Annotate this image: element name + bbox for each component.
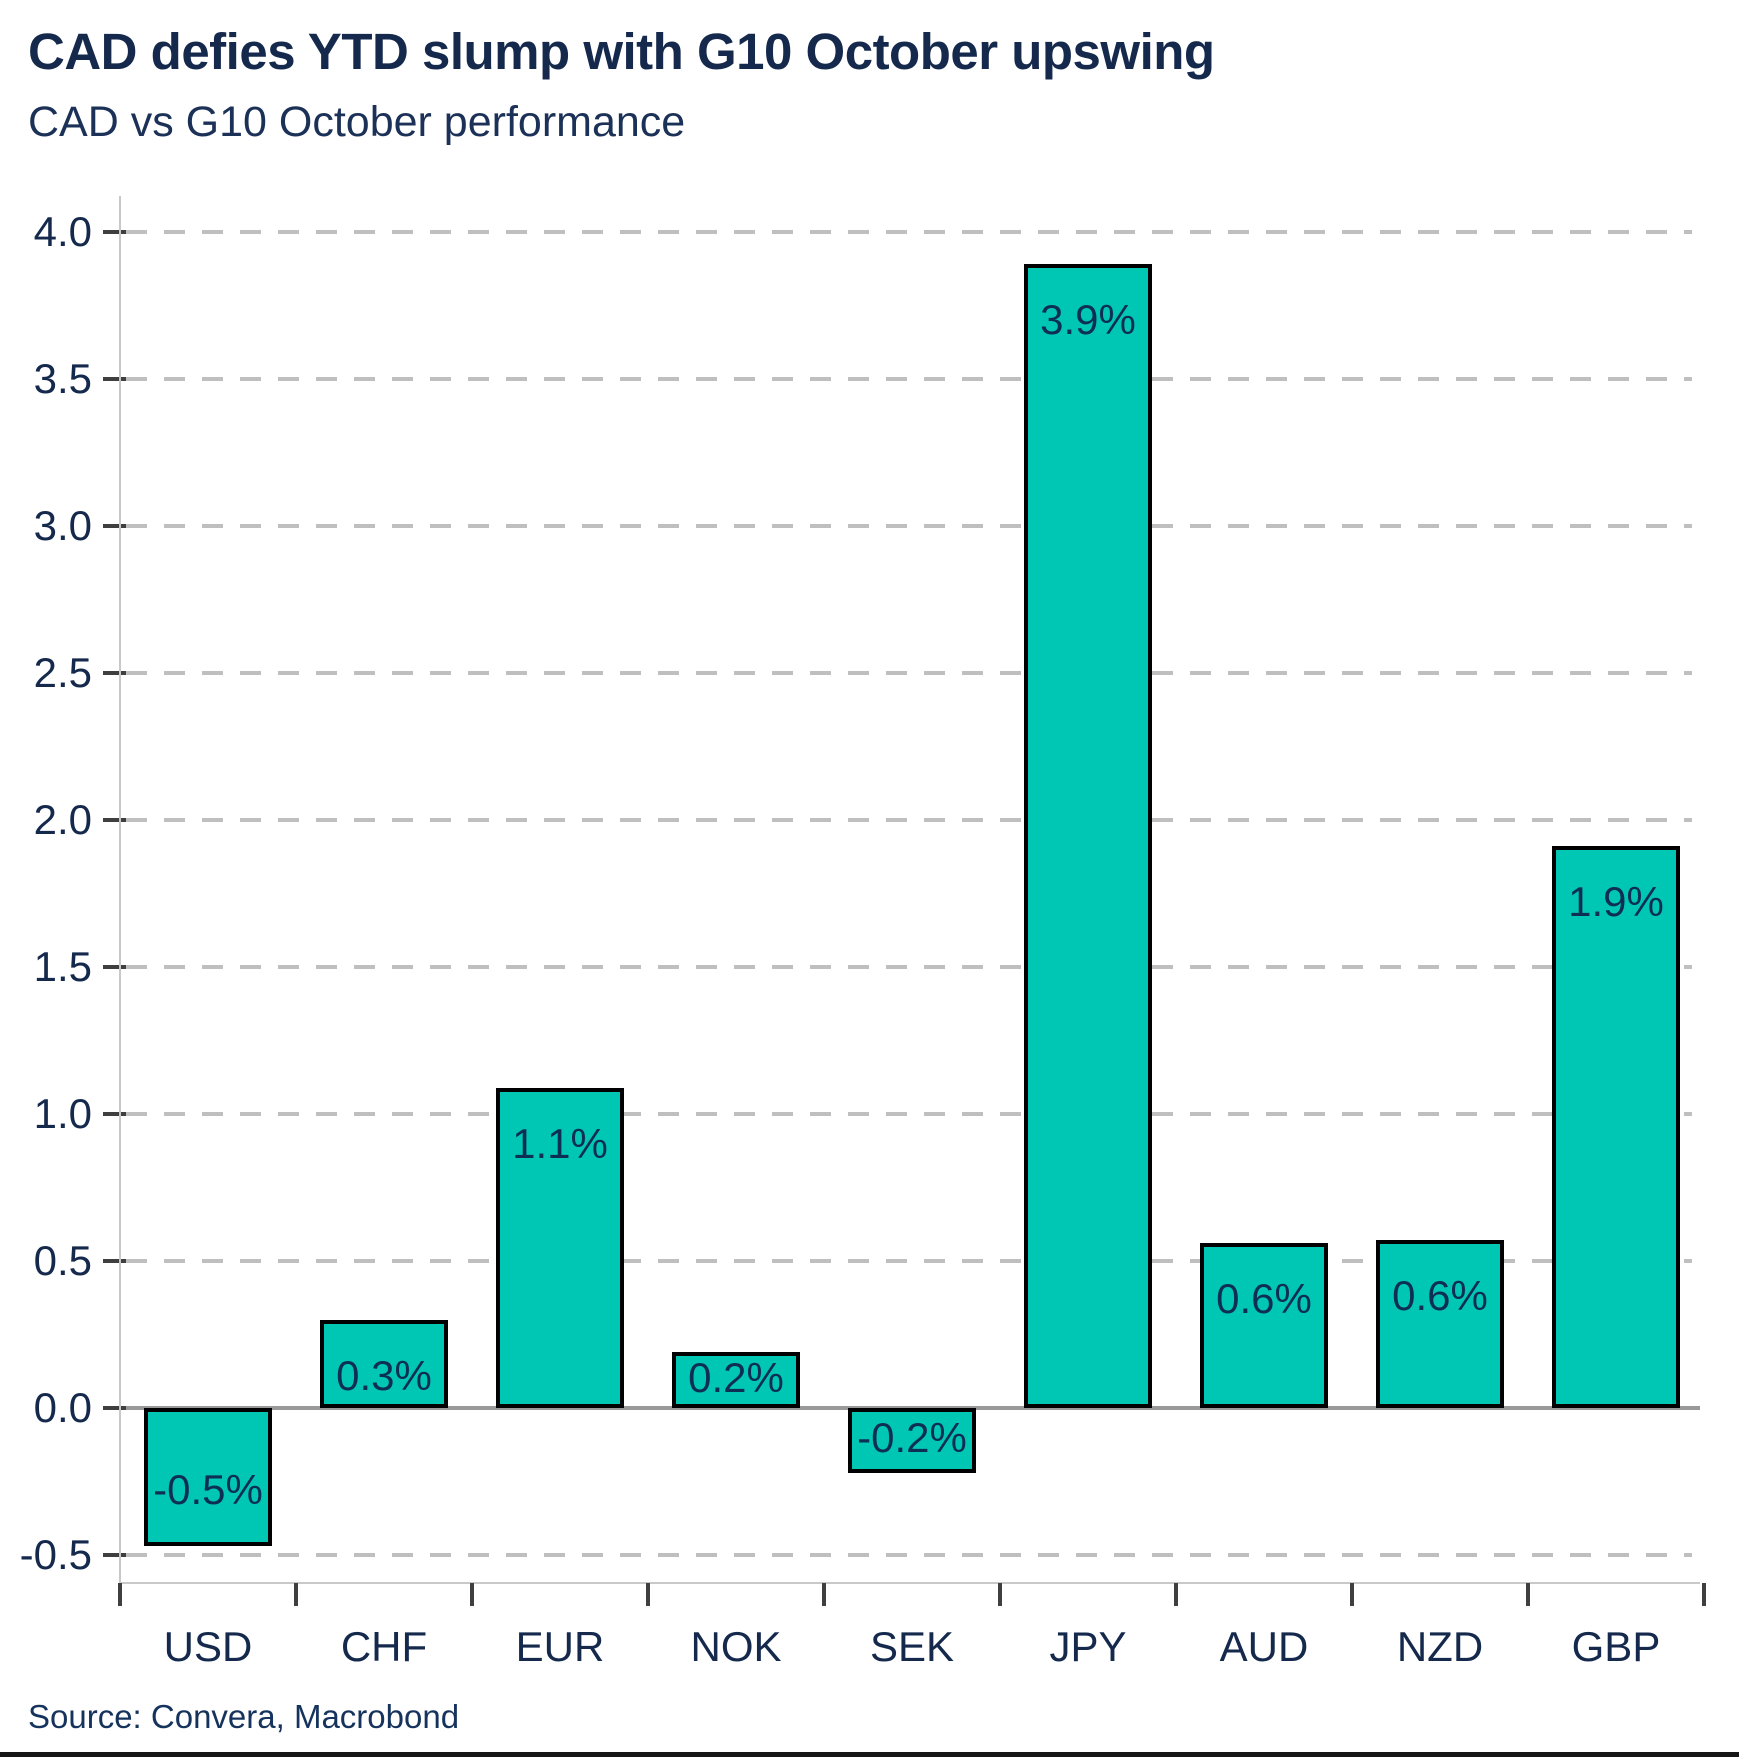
chart-subtitle: CAD vs G10 October performance [28,98,686,146]
x-axis-label: EUR [515,1623,605,1670]
x-axis-label: CHF [340,1623,428,1670]
y-tick [103,671,126,675]
footer-divider [0,1752,1739,1757]
x-tick [1526,1583,1530,1606]
y-tick-label: 2.5 [33,649,92,696]
x-axis-label: GBP [1571,1623,1661,1670]
y-tick [103,230,126,234]
x-axis-label: JPY [1049,1623,1127,1670]
gridline [126,965,1692,969]
x-tick [998,1583,1002,1606]
chart-title: CAD defies YTD slump with G10 October up… [28,23,1215,80]
bar [848,1408,976,1473]
source-note: Source: Convera, Macrobond [28,1698,460,1735]
gridline [126,671,1692,675]
bar-label: 0.2% [688,1354,784,1401]
gridline [126,524,1692,528]
y-tick [103,1553,126,1557]
y-tick [103,965,126,969]
x-axis-label: AUD [1219,1623,1309,1670]
y-tick [103,1112,126,1116]
y-tick [103,377,126,381]
bar [1200,1243,1328,1408]
x-axis-line [120,1582,1700,1584]
x-tick [822,1583,826,1606]
bar-label: 0.6% [1392,1272,1488,1320]
y-tick [103,1259,126,1263]
bar-label: 1.9% [1568,878,1664,926]
bar [144,1408,272,1547]
y-tick-label: 3.5 [33,355,92,402]
y-tick-label: 0.0 [33,1384,92,1431]
bar-label: -0.5% [153,1466,263,1514]
bar-label: 1.1% [512,1119,608,1167]
gridline [126,1259,1692,1263]
y-tick-label: 2.0 [33,796,92,843]
y-tick-label: 1.0 [33,1090,92,1137]
x-axis-label: NOK [690,1623,782,1670]
bar-label: 3.9% [1040,296,1136,344]
x-tick [1350,1583,1354,1606]
bar-label: 0.3% [336,1351,432,1399]
x-tick [470,1583,474,1606]
bar-label: 0.6% [1216,1275,1312,1323]
gridline [126,1553,1692,1557]
x-axis-label: NZD [1396,1623,1484,1670]
bar [1376,1240,1504,1408]
x-axis-label: USD [163,1623,253,1670]
x-tick [1174,1583,1178,1606]
bar [320,1319,448,1408]
y-tick-label: 1.5 [33,943,92,990]
gridline [126,1112,1692,1116]
gridline [126,377,1692,381]
bar-label: -0.2% [857,1414,967,1461]
y-tick-label: 4.0 [33,208,92,255]
bar [496,1087,624,1408]
bar [1552,846,1680,1408]
y-tick-label: 3.0 [33,502,92,549]
gridline [126,230,1692,234]
y-tick-label: -0.5 [19,1531,92,1578]
x-tick [118,1583,122,1606]
y-tick [103,818,126,822]
y-tick [103,1406,126,1410]
y-tick [103,524,126,528]
y-axis-line [119,196,121,1583]
bar [672,1352,800,1408]
bar [1024,264,1152,1408]
x-tick [294,1583,298,1606]
x-tick [1702,1583,1706,1606]
x-axis-label: SEK [869,1623,955,1670]
y-tick-label: 0.5 [33,1237,92,1284]
x-tick [646,1583,650,1606]
gridline [126,818,1692,822]
